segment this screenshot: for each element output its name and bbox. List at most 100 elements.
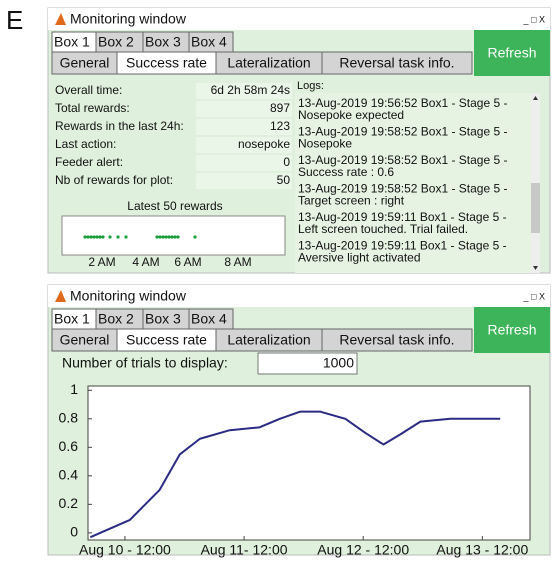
box-tab-label: Box 3: [145, 311, 181, 327]
log-line: 13-Aug-2019 19:58:52 Box1 - Stage 5 -: [298, 153, 507, 167]
x-tick-label: Aug 12 - 12:00: [317, 542, 409, 558]
field-value: 0: [283, 155, 290, 169]
field-label: Feeder alert:: [55, 155, 123, 169]
window-title: Monitoring window: [70, 11, 187, 27]
title-bar: [48, 285, 550, 307]
trials-value: 1000: [323, 355, 354, 371]
field-value: 123: [270, 119, 290, 133]
log-line: Nosepoke expected: [298, 108, 404, 122]
log-line: Success rate : 0.6: [298, 165, 394, 179]
scroll-down: [533, 266, 538, 270]
reward-dot: [193, 235, 197, 239]
x-tick-label: Aug 13 - 12:00: [436, 542, 528, 558]
title-bar: [48, 8, 550, 30]
window-icon: [55, 290, 66, 302]
reward-dot: [176, 235, 180, 239]
reward-dot: [170, 235, 174, 239]
scrollbar-thumb: [531, 183, 540, 233]
tab-label: Reversal task info.: [339, 55, 454, 71]
box-tab-label: Box 4: [191, 311, 227, 327]
y-tick-label: 0.4: [59, 467, 79, 483]
tab-label: Lateralization: [227, 55, 310, 71]
field-label: Last action:: [55, 137, 116, 151]
log-line: 13-Aug-2019 19:56:52 Box1 - Stage 5 -: [298, 96, 507, 110]
log-line: 13-Aug-2019 19:58:52 Box1 - Stage 5 -: [298, 125, 507, 139]
reward-dot: [158, 235, 162, 239]
field-label: Overall time:: [55, 83, 122, 97]
refresh-button[interactable]: [474, 307, 550, 353]
x-tick-label: Aug 10 - 12:00: [79, 542, 171, 558]
reward-dot: [124, 235, 128, 239]
tab[interactable]: [321, 328, 473, 352]
log-line: Aversive light activated: [298, 251, 421, 265]
window-title: Monitoring window: [70, 288, 187, 304]
reward-dot: [98, 235, 102, 239]
tab-label: Reversal task info.: [339, 332, 454, 348]
log-line: Nosepoke: [298, 137, 352, 151]
field-label: Total rewards:: [55, 101, 130, 115]
tab[interactable]: [321, 51, 473, 75]
field-label: Rewards in the last 24h:: [55, 119, 184, 133]
window-icon: [55, 13, 66, 25]
rewards-axis-label: 6 AM: [174, 255, 201, 269]
log-line: 13-Aug-2019 19:59:11 Box1 - Stage 5 -: [298, 239, 507, 253]
box-tab-label: Box 2: [98, 311, 134, 327]
reward-dot: [95, 235, 99, 239]
reward-dot: [161, 235, 165, 239]
log-line: 13-Aug-2019 19:59:11 Box1 - Stage 5 -: [298, 210, 507, 224]
trials-input[interactable]: [257, 352, 358, 375]
tab-label: Success rate: [126, 332, 207, 348]
reward-dot: [83, 235, 87, 239]
y-tick-label: 0.2: [59, 495, 79, 511]
reward-dot: [89, 235, 93, 239]
box-tab-label: Box 2: [98, 34, 134, 50]
box-tab-label: Box 1: [54, 34, 90, 50]
log-line: Target screen : right: [298, 194, 405, 208]
rewards-axis-label: 8 AM: [224, 255, 251, 269]
box-tab-label: Box 1: [54, 311, 90, 327]
window-controls: _ □ X: [523, 14, 545, 24]
reward-dot: [92, 235, 96, 239]
reward-dot: [167, 235, 171, 239]
reward-dot: [164, 235, 168, 239]
reward-dot: [86, 235, 90, 239]
y-tick-label: 0.8: [59, 409, 79, 425]
field-value: nosepoke: [238, 137, 290, 151]
field-value-box: [196, 155, 292, 171]
rewards-axis-label: 4 AM: [132, 255, 159, 269]
refresh-button[interactable]: [474, 30, 550, 76]
window-controls: _ □ X: [523, 291, 545, 301]
field-value-box: [196, 173, 292, 189]
reward-dot: [116, 235, 120, 239]
reward-dot: [155, 235, 159, 239]
tab-label: General: [60, 55, 110, 71]
scroll-up: [533, 96, 538, 100]
rewards-box: [61, 215, 286, 256]
panel-label: E: [6, 5, 23, 35]
box-tab-label: Box 3: [145, 34, 181, 50]
reward-dot: [101, 235, 105, 239]
plot-area: [87, 385, 531, 541]
logs-box: [295, 93, 540, 273]
logs-title: Logs:: [297, 80, 324, 92]
success-rate-line: [89, 410, 501, 539]
field-value-box: [196, 83, 292, 99]
box-tab-label: Box 4: [191, 34, 227, 50]
rewards-title: Latest 50 rewards: [127, 199, 222, 213]
y-tick-label: 0.6: [59, 438, 79, 454]
trials-label: Number of trials to display:: [62, 355, 228, 371]
field-value: 897: [270, 101, 290, 115]
field-value-box: [196, 119, 292, 135]
reward-dot: [108, 235, 112, 239]
tab-label: Lateralization: [227, 332, 310, 348]
field-value-box: [196, 137, 292, 153]
field-value: 50: [277, 173, 291, 187]
reward-dot: [173, 235, 177, 239]
log-line: 13-Aug-2019 19:58:52 Box1 - Stage 5 -: [298, 182, 507, 196]
x-tick-label: Aug 11- 12:00: [201, 542, 288, 558]
refresh-label: Refresh: [487, 45, 536, 61]
field-label: Nb of rewards for plot:: [55, 173, 173, 187]
y-tick-label: 1: [70, 381, 78, 397]
field-value-box: [196, 101, 292, 117]
